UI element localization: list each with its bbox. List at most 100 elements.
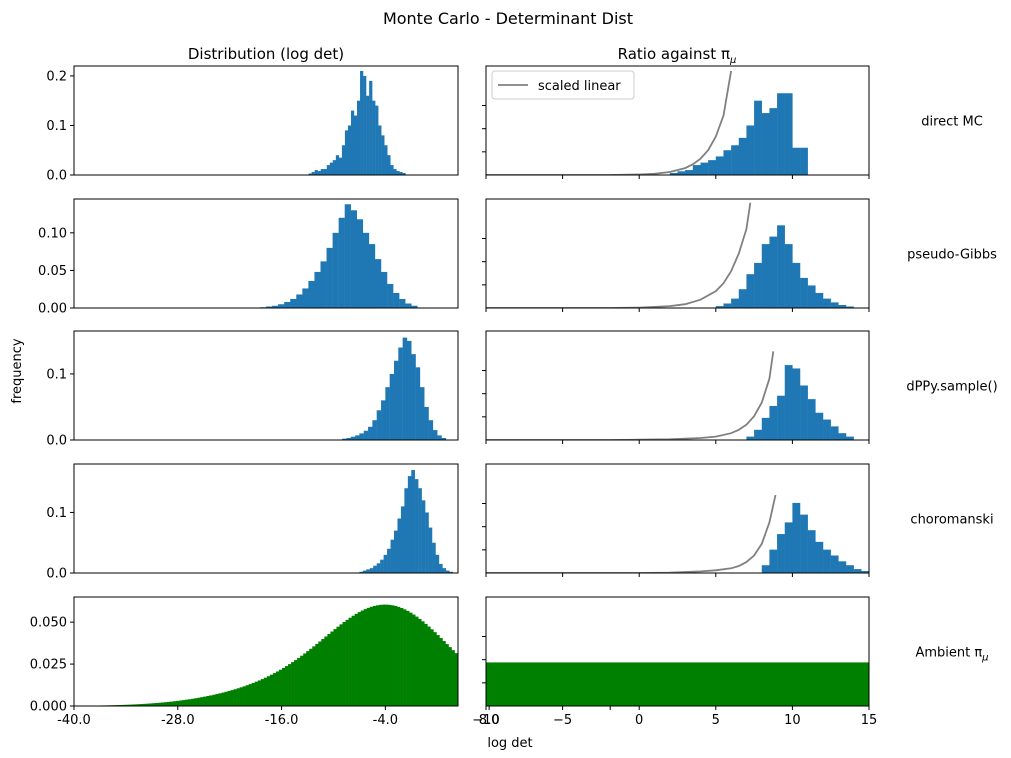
bar	[486, 662, 869, 706]
bar	[121, 704, 125, 706]
bar	[807, 530, 816, 573]
bar	[387, 548, 391, 573]
bar	[723, 303, 732, 308]
bar	[306, 651, 310, 706]
bar	[139, 704, 144, 706]
bar	[746, 436, 755, 440]
bar	[407, 476, 412, 573]
bar	[393, 169, 397, 175]
bar	[419, 387, 425, 440]
bar	[366, 95, 370, 175]
bar	[394, 530, 398, 573]
bar	[424, 623, 428, 706]
x-tick-label: −5	[553, 713, 572, 728]
bar	[723, 150, 732, 175]
bar	[375, 605, 380, 706]
bar	[239, 687, 243, 706]
bar	[166, 701, 171, 706]
bar	[432, 542, 436, 573]
bar	[151, 703, 156, 706]
bar	[363, 430, 369, 440]
bar	[357, 612, 362, 706]
bar	[311, 172, 315, 175]
bar	[411, 470, 415, 573]
bar	[415, 616, 419, 706]
x-tick-label: −10	[472, 713, 499, 728]
axes-frame	[73, 463, 459, 574]
bar	[136, 704, 141, 706]
panel-r1-right	[482, 198, 870, 312]
bar	[344, 130, 349, 175]
bar	[130, 704, 134, 706]
bar	[777, 225, 785, 308]
bar	[296, 294, 303, 308]
bar	[436, 635, 440, 706]
bar	[127, 704, 131, 706]
bar	[317, 171, 321, 175]
bar	[260, 679, 265, 706]
bar	[375, 105, 379, 175]
bar	[411, 354, 416, 440]
y-tick-label: 0.0	[46, 567, 67, 582]
bar	[784, 244, 793, 308]
bar	[400, 506, 405, 573]
bar	[348, 617, 352, 706]
bar	[777, 395, 785, 440]
bar	[411, 305, 418, 308]
plot-area	[486, 351, 854, 440]
axes-frame	[485, 65, 870, 176]
bar	[200, 697, 204, 706]
scaled-linear-line	[486, 70, 732, 175]
bar	[366, 607, 371, 706]
bar	[224, 691, 228, 706]
bar	[360, 70, 364, 175]
bar	[461, 659, 464, 706]
bar	[421, 500, 426, 573]
bar	[761, 565, 770, 573]
bar	[354, 613, 358, 706]
row-label-main: Ambient π	[915, 646, 982, 661]
row-label-main: dPPy.sample()	[906, 380, 997, 395]
bar	[838, 561, 847, 573]
bar	[327, 634, 331, 706]
panel-r3-right	[482, 463, 870, 577]
bar	[294, 660, 298, 706]
bar	[374, 259, 382, 308]
bar	[390, 539, 395, 573]
bar	[853, 569, 862, 573]
row-label: pseudo-Gibbs	[907, 248, 997, 263]
bar	[347, 125, 352, 175]
bar	[846, 306, 854, 308]
x-tick-label: 8.0	[479, 713, 500, 728]
scaled-linear-line	[486, 202, 752, 308]
axes-frame	[485, 198, 870, 309]
bar	[212, 694, 216, 706]
bar	[206, 696, 210, 706]
bar	[282, 667, 286, 706]
panel-r1-left: 0.00 0.05 0.10 pseudo-Gibbs	[38, 198, 997, 317]
bar	[384, 604, 389, 706]
bar	[451, 650, 455, 706]
bar	[314, 170, 318, 175]
panel-r4-left: 0.000 0.025 0.050 -40.0 -28.0 -16.0 -4.0 8.0 Amb…	[30, 596, 989, 728]
bar	[381, 271, 388, 308]
bar	[320, 261, 327, 308]
bar	[369, 568, 374, 573]
bar	[142, 703, 147, 706]
col-title-right-main: Ratio against π	[618, 45, 730, 63]
figure-title: Monte Carlo - Determinant Dist	[383, 9, 633, 28]
bar	[846, 565, 854, 573]
bar	[362, 570, 367, 573]
bar	[266, 306, 273, 308]
scaled-linear-line	[486, 494, 777, 573]
bar	[154, 703, 159, 706]
bar	[731, 145, 739, 175]
scaled-linear-line	[486, 351, 775, 440]
bar	[731, 298, 739, 308]
bar	[807, 285, 816, 308]
bar	[792, 368, 801, 440]
bar	[209, 695, 213, 706]
bar	[846, 436, 854, 440]
bar	[409, 612, 413, 706]
